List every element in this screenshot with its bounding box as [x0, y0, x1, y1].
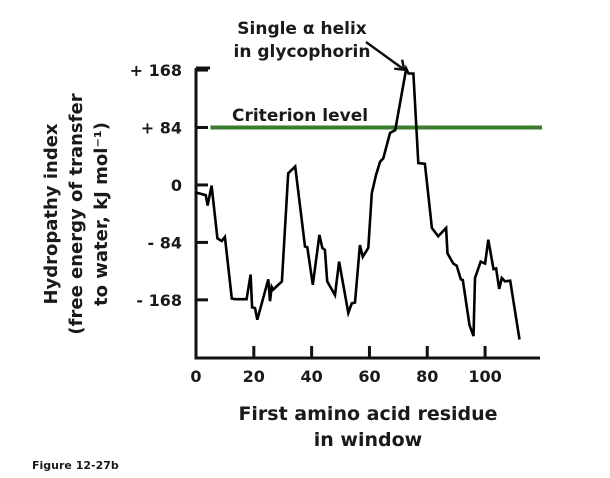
- criterion-label: Criterion level: [232, 106, 368, 126]
- hydropathy-line: [195, 64, 521, 340]
- arrow-head-icon: [394, 59, 406, 72]
- x-tick-label: 20: [243, 367, 265, 386]
- x-label-line-1: First amino acid residue: [238, 403, 497, 425]
- annotation-line-1: Single α helix: [237, 19, 367, 39]
- annotation-line-2: in glycophorin: [234, 42, 371, 62]
- x-tick-label: 40: [300, 367, 322, 386]
- x-tick-label: 0: [190, 367, 201, 386]
- figure-footer: Figure 12-27b: [32, 459, 119, 472]
- y-label-line-1: Hydropathy index: [41, 123, 62, 304]
- y-tick-label: + 84: [141, 119, 182, 138]
- x-label-line-2: in window: [314, 429, 422, 451]
- y-axis-label: Hydropathy index (free energy of transfe…: [41, 93, 112, 334]
- x-tick-label: 100: [468, 367, 501, 386]
- y-tick-label: + 168: [130, 61, 182, 80]
- y-label-line-3: to water, kJ mol⁻¹): [91, 122, 112, 306]
- y-tick-label: - 84: [148, 233, 182, 252]
- y-label-line-2: (free energy of transfer: [66, 93, 87, 334]
- x-tick-label: 60: [358, 367, 380, 386]
- y-tick-label: - 168: [136, 291, 182, 310]
- annotation-arrow: [365, 40, 405, 71]
- x-tick-label: 80: [416, 367, 438, 386]
- y-tick-label: 0: [171, 176, 182, 195]
